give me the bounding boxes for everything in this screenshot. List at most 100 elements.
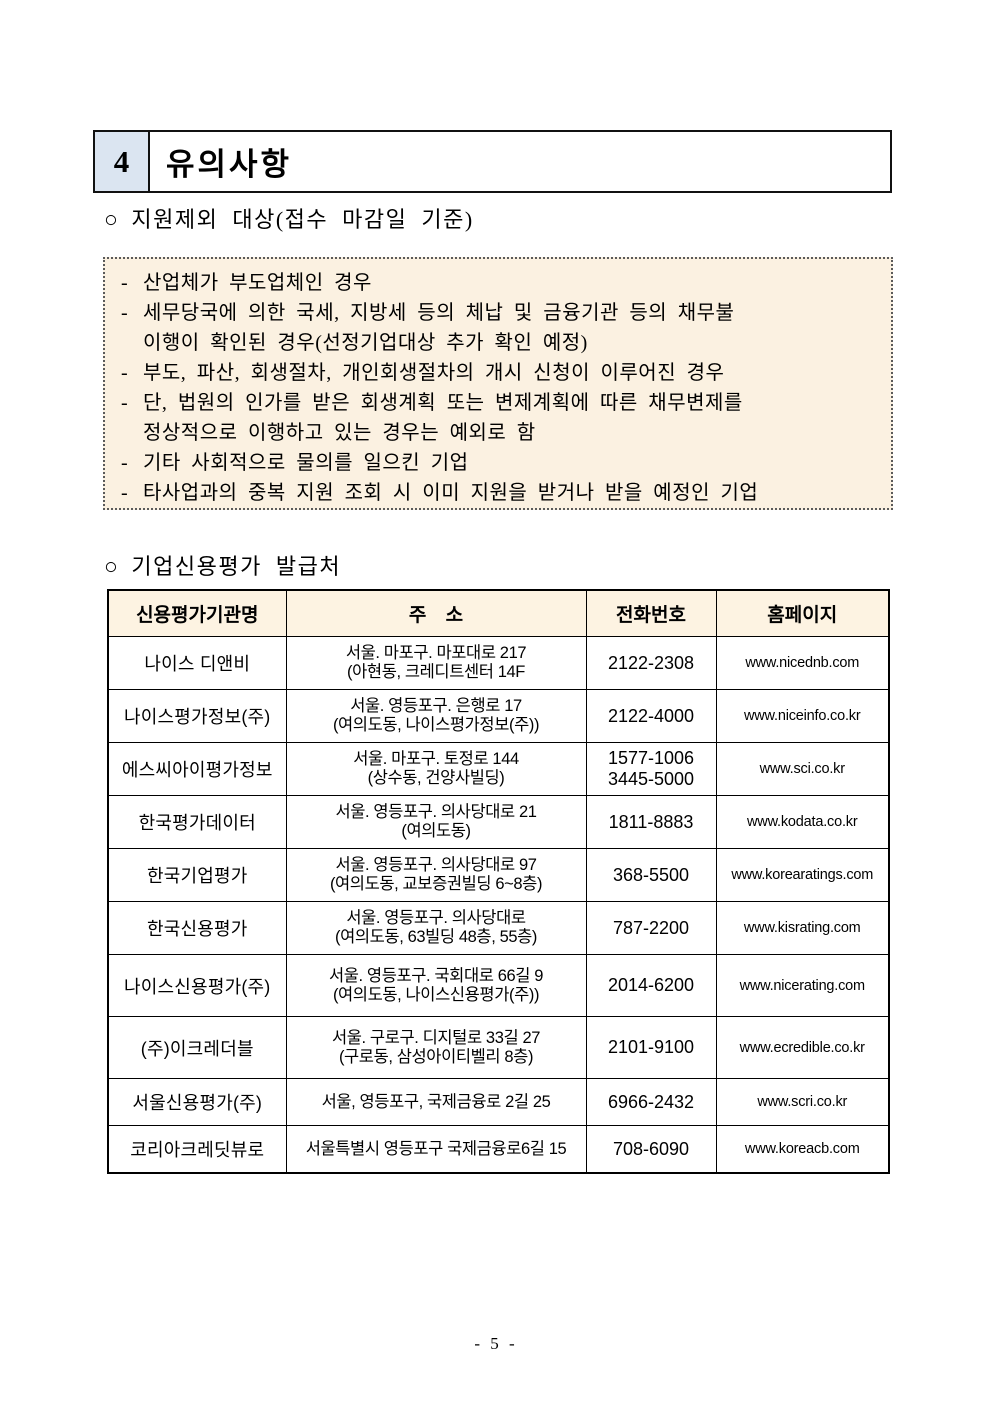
table-row: 한국평가데이터 서울. 영등포구. 의사당대로 21 (여의도동) 1811-8… <box>107 795 890 849</box>
agency-name: 한국신용평가 <box>107 901 287 955</box>
agency-address: 서울. 영등포구. 의사당대로 (여의도동, 63빌딩 48층, 55층) <box>285 901 587 955</box>
exclusion-notice-box: - 산업체가 부도업체인 경우 - 세무당국에 의한 국세, 지방세 등의 체납… <box>103 257 893 510</box>
list-item: - 기타 사회적으로 물의를 일으킨 기업 <box>121 448 883 478</box>
address-line: 서울. 영등포구. 국회대로 66길 9 <box>328 966 543 985</box>
page-title: 유의사항 <box>166 147 293 182</box>
list-item: - 타사업과의 중복 지원 조회 시 이미 지원을 받거나 받을 예정인 기업 <box>121 478 883 508</box>
table-row: 한국기업평가 서울. 영등포구. 의사당대로 97 (여의도동, 교보증권빌딩 … <box>107 848 890 902</box>
agency-homepage: www.niceinfo.co.kr <box>715 689 890 743</box>
agency-phone: 6966-2432 <box>585 1078 717 1126</box>
list-item-text: 타사업과의 중복 지원 조회 시 이미 지원을 받거나 받을 예정인 기업 <box>143 482 759 504</box>
address-line: (상수동, 건양사빌딩) <box>367 769 505 787</box>
agency-phone: 708-6090 <box>585 1125 717 1174</box>
table-row: 서울신용평가(주) 서울, 영등포구, 국제금융로 2길 25 6966-243… <box>107 1078 890 1126</box>
table-row: 에스씨아이평가정보 서울. 마포구. 토정로 144 (상수동, 건양사빌딩) … <box>107 742 890 796</box>
agency-homepage: www.scri.co.kr <box>715 1078 890 1126</box>
agency-phone: 2122-2308 <box>585 636 717 690</box>
agency-homepage: www.koreacb.com <box>715 1125 890 1174</box>
circle-bullet-icon: ○ <box>104 554 120 579</box>
exclusion-heading: ○ 지원제외 대상(접수 마감일 기준) <box>104 202 474 234</box>
table-row: (주)이크레더블 서울. 구로구. 디지털로 33길 27 (구로동, 삼성아이… <box>107 1016 890 1079</box>
list-item-text: 단, 법원의 인가를 받은 회생계획 또는 변제계획에 따른 채무변제를 <box>143 392 743 414</box>
table-row: 한국신용평가 서울. 영등포구. 의사당대로 (여의도동, 63빌딩 48층, … <box>107 901 890 955</box>
agencies-heading: ○ 기업신용평가 발급처 <box>104 549 341 581</box>
page-number: - 5 - <box>474 1334 518 1353</box>
agency-phone: 2101-9100 <box>585 1016 717 1079</box>
agency-phone: 2014-6200 <box>585 954 717 1017</box>
address-line: (아현동, 크레디트센터 14F <box>347 663 525 681</box>
agency-address: 서울. 영등포구. 국회대로 66길 9 (여의도동, 나이스신용평가(주)) <box>285 954 587 1017</box>
table-row: 나이스신용평가(주) 서울. 영등포구. 국회대로 66길 9 (여의도동, 나… <box>107 954 890 1017</box>
address-line: (구로동, 삼성아이티벨리 8층) <box>338 1047 534 1066</box>
address-line: (여의도동, 나이스신용평가(주)) <box>332 985 540 1004</box>
list-item-text: 정상적으로 이행하고 있는 경우는 예외로 함 <box>143 422 536 444</box>
address-line: 서울, 영등포구, 국제금융로 2길 25 <box>321 1092 551 1111</box>
agency-homepage: www.korearatings.com <box>715 848 890 902</box>
agency-address: 서울. 영등포구. 은행로 17 (여의도동, 나이스평가정보(주)) <box>285 689 587 743</box>
agency-phone: 368-5500 <box>585 848 717 902</box>
address-line: 서울. 영등포구. 의사당대로 <box>346 909 526 927</box>
address-line: (여의도동) <box>401 822 471 840</box>
circle-bullet-icon: ○ <box>104 207 120 232</box>
agency-homepage: www.nicednb.com <box>715 636 890 690</box>
agency-address: 서울. 영등포구. 의사당대로 21 (여의도동) <box>285 795 587 849</box>
agency-phone: 1811-8883 <box>585 795 717 849</box>
agency-address: 서울. 마포구. 토정로 144 (상수동, 건양사빌딩) <box>285 742 587 796</box>
list-item-text: 산업체가 부도업체인 경우 <box>143 272 372 294</box>
address-line: 서울. 영등포구. 의사당대로 97 <box>335 856 537 874</box>
agency-homepage: www.ecredible.co.kr <box>715 1016 890 1079</box>
col-header-address: 주 소 <box>285 589 587 637</box>
agency-name: 코리아크레딧뷰로 <box>107 1125 287 1174</box>
col-header-phone: 전화번호 <box>585 589 717 637</box>
agency-name: 한국기업평가 <box>107 848 287 902</box>
dash-bullet: - <box>121 272 129 294</box>
agency-name: 나이스평가정보(주) <box>107 689 287 743</box>
list-item-text: 이행이 확인된 경우(선정기업대상 추가 확인 예정) <box>143 332 588 354</box>
agency-homepage: www.nicerating.com <box>715 954 890 1017</box>
col-header-homepage: 홈페이지 <box>715 589 890 637</box>
dash-bullet: - <box>121 452 129 474</box>
exclusion-heading-text: 지원제외 대상(접수 마감일 기준) <box>131 207 474 232</box>
section-number: 4 <box>95 132 150 191</box>
agency-phone: 2122-4000 <box>585 689 717 743</box>
address-line: 서울특별시 영등포구 국제금융로6길 15 <box>305 1139 567 1158</box>
credit-agencies-table: 신용평가기관명 주 소 전화번호 홈페이지 나이스 디앤비 서울. 마포구. 마… <box>107 589 890 1174</box>
agency-name: 서울신용평가(주) <box>107 1078 287 1126</box>
table-row: 코리아크레딧뷰로 서울특별시 영등포구 국제금융로6길 15 708-6090 … <box>107 1125 890 1174</box>
agency-address: 서울. 영등포구. 의사당대로 97 (여의도동, 교보증권빌딩 6~8층) <box>285 848 587 902</box>
col-header-agency: 신용평가기관명 <box>107 589 287 637</box>
agency-phone: 787-2200 <box>585 901 717 955</box>
address-line: (여의도동, 나이스평가정보(주)) <box>332 716 540 734</box>
agency-phone: 1577-1006 3445-5000 <box>585 742 717 796</box>
phone-line: 3445-5000 <box>607 769 695 789</box>
agency-address: 서울. 구로구. 디지털로 33길 27 (구로동, 삼성아이티벨리 8층) <box>285 1016 587 1079</box>
address-line: (여의도동, 63빌딩 48층, 55층) <box>334 928 537 946</box>
address-line: 서울. 구로구. 디지털로 33길 27 <box>331 1028 540 1047</box>
dash-bullet: - <box>121 392 129 414</box>
list-item: - 세무당국에 의한 국세, 지방세 등의 체납 및 금융기관 등의 채무불 이… <box>121 298 883 358</box>
table-row: 나이스평가정보(주) 서울. 영등포구. 은행로 17 (여의도동, 나이스평가… <box>107 689 890 743</box>
dash-bullet: - <box>121 482 129 504</box>
address-line: 서울. 영등포구. 은행로 17 <box>350 697 522 715</box>
address-line: 서울. 마포구. 마포대로 217 <box>345 644 527 662</box>
section-header-box: 4 유의사항 <box>93 130 892 193</box>
address-line: 서울. 영등포구. 의사당대로 21 <box>335 803 537 821</box>
agency-name: (주)이크레더블 <box>107 1016 287 1079</box>
agency-homepage: www.sci.co.kr <box>715 742 890 796</box>
agency-address: 서울, 영등포구, 국제금융로 2길 25 <box>285 1078 587 1126</box>
table-header-row: 신용평가기관명 주 소 전화번호 홈페이지 <box>107 589 890 637</box>
list-item-text: 세무당국에 의한 국세, 지방세 등의 체납 및 금융기관 등의 채무불 <box>143 302 735 324</box>
dash-bullet: - <box>121 362 129 384</box>
agencies-heading-text: 기업신용평가 발급처 <box>131 554 342 579</box>
agency-name: 나이스신용평가(주) <box>107 954 287 1017</box>
agency-address: 서울. 마포구. 마포대로 217 (아현동, 크레디트센터 14F <box>285 636 587 690</box>
agency-homepage: www.kisrating.com <box>715 901 890 955</box>
list-item: - 단, 법원의 인가를 받은 회생계획 또는 변제계획에 따른 채무변제를 정… <box>121 388 883 448</box>
agency-name: 한국평가데이터 <box>107 795 287 849</box>
list-item-text: 기타 사회적으로 물의를 일으킨 기업 <box>143 452 469 474</box>
agency-homepage: www.kodata.co.kr <box>715 795 890 849</box>
dash-bullet: - <box>121 302 129 324</box>
list-item-text: 부도, 파산, 회생절차, 개인회생절차의 개시 신청이 이루어진 경우 <box>143 362 725 384</box>
phone-line: 1577-1006 <box>607 748 695 768</box>
